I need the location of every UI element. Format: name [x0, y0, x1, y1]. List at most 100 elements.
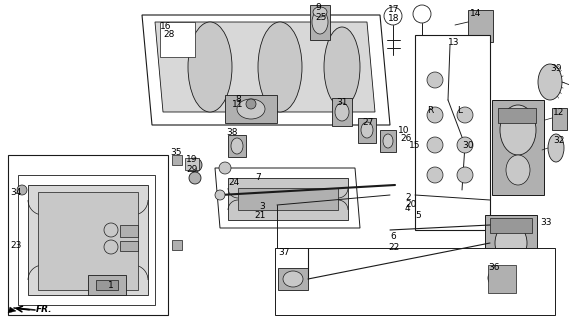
Bar [278, 268, 308, 290]
Text: 32: 32 [553, 135, 564, 145]
Bar [38, 192, 138, 290]
Ellipse shape [427, 107, 443, 123]
Ellipse shape [361, 122, 373, 138]
Text: 23: 23 [10, 241, 22, 250]
Ellipse shape [231, 138, 243, 154]
Text: 7: 7 [255, 173, 261, 182]
Bar [490, 218, 532, 233]
Ellipse shape [500, 105, 536, 155]
Text: 16: 16 [160, 22, 171, 31]
Ellipse shape [457, 107, 473, 123]
Ellipse shape [312, 10, 328, 34]
Bar [358, 118, 376, 143]
Text: R: R [427, 106, 433, 115]
Bar [380, 130, 396, 152]
Ellipse shape [427, 137, 443, 153]
Bar [238, 188, 338, 210]
Ellipse shape [495, 223, 527, 263]
Ellipse shape [104, 223, 118, 237]
Text: 35: 35 [170, 148, 182, 157]
Text: 17: 17 [388, 5, 399, 14]
Bar [228, 178, 348, 220]
Polygon shape [8, 307, 16, 313]
Bar [275, 248, 555, 315]
Ellipse shape [538, 64, 562, 100]
Text: 19: 19 [186, 155, 197, 164]
Ellipse shape [17, 185, 27, 195]
Bar [88, 275, 126, 295]
Text: 14: 14 [470, 9, 481, 18]
Bar [172, 240, 182, 250]
Polygon shape [215, 168, 360, 228]
Bar [172, 155, 182, 165]
Ellipse shape [189, 172, 201, 184]
Text: 1: 1 [108, 281, 114, 290]
Text: 25: 25 [315, 13, 327, 22]
Ellipse shape [488, 268, 512, 288]
Text: L: L [457, 106, 463, 115]
Bar [310, 5, 330, 40]
Ellipse shape [413, 5, 431, 23]
Text: 30: 30 [462, 140, 473, 149]
Text: 34: 34 [10, 188, 22, 197]
Text: 9: 9 [315, 3, 321, 12]
Text: 6: 6 [390, 232, 396, 241]
Ellipse shape [457, 167, 473, 183]
Text: 13: 13 [448, 38, 460, 47]
Text: 26: 26 [400, 133, 411, 142]
Bar [488, 265, 516, 293]
Text: 4: 4 [405, 204, 411, 212]
Text: 24: 24 [228, 178, 239, 187]
Bar [96, 280, 118, 290]
Polygon shape [155, 22, 375, 112]
Ellipse shape [237, 99, 265, 119]
Text: 10: 10 [398, 125, 410, 134]
Bar [332, 98, 352, 126]
Text: 36: 36 [488, 263, 500, 272]
Ellipse shape [188, 158, 202, 172]
Bar [225, 95, 277, 123]
Ellipse shape [283, 271, 303, 287]
Ellipse shape [215, 190, 225, 200]
Text: 29: 29 [186, 165, 197, 174]
Text: 12: 12 [553, 108, 564, 117]
Text: 3: 3 [259, 202, 265, 211]
Bar [492, 100, 544, 195]
Text: 39: 39 [550, 64, 562, 73]
Text: 5: 5 [415, 211, 420, 220]
Bar [120, 241, 138, 251]
Bar [8, 155, 168, 315]
Bar [415, 35, 490, 230]
Text: 20: 20 [405, 199, 417, 209]
Ellipse shape [104, 240, 118, 254]
Bar [120, 225, 138, 237]
Bar [468, 10, 493, 42]
Ellipse shape [384, 7, 402, 25]
Bar [485, 215, 537, 270]
Text: 21: 21 [254, 211, 266, 220]
Text: 33: 33 [540, 218, 551, 227]
Ellipse shape [427, 167, 443, 183]
Ellipse shape [427, 72, 443, 88]
Ellipse shape [188, 22, 232, 112]
Ellipse shape [313, 7, 327, 17]
Ellipse shape [548, 134, 564, 162]
Text: 37: 37 [278, 248, 290, 257]
Polygon shape [142, 15, 390, 125]
Text: 28: 28 [163, 30, 174, 39]
Text: 2: 2 [405, 193, 411, 202]
Ellipse shape [335, 103, 349, 121]
Ellipse shape [219, 162, 231, 174]
Ellipse shape [383, 134, 393, 148]
Text: 18: 18 [388, 14, 399, 23]
Polygon shape [18, 175, 155, 305]
Ellipse shape [457, 137, 473, 153]
Text: 31: 31 [336, 98, 348, 107]
Text: 38: 38 [226, 128, 237, 137]
Bar [498, 108, 536, 123]
Ellipse shape [506, 155, 530, 185]
Ellipse shape [258, 22, 302, 112]
Bar [160, 22, 195, 57]
Bar [228, 135, 246, 157]
Bar [185, 158, 199, 170]
